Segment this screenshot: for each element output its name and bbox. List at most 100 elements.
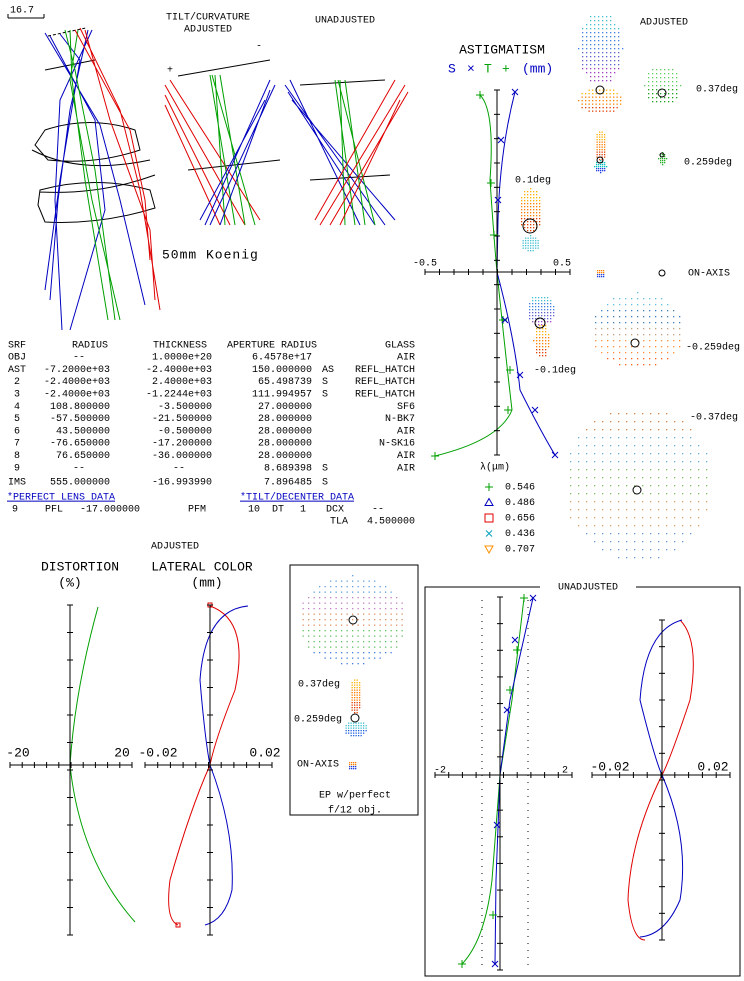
- spot: [614, 40, 616, 42]
- spot: [690, 469, 692, 471]
- spot: [538, 306, 540, 308]
- spot: [355, 768, 357, 770]
- label: (mm): [191, 575, 222, 590]
- spot: [542, 325, 544, 327]
- spot: [643, 328, 645, 330]
- label: 10: [248, 505, 260, 516]
- spot: [666, 517, 668, 519]
- spot: [610, 80, 612, 82]
- spot: [690, 445, 692, 447]
- label: --: [372, 505, 384, 516]
- chief-ray: [522, 218, 538, 234]
- spot: [601, 270, 603, 272]
- spot: [625, 346, 627, 348]
- spot: [535, 237, 537, 239]
- spot: [536, 206, 538, 208]
- spot: [355, 735, 357, 737]
- spot: [606, 56, 608, 58]
- spot: [547, 312, 549, 314]
- spot: [606, 80, 608, 82]
- spot: [674, 541, 676, 543]
- spot: [374, 652, 376, 654]
- table-cell: 8: [14, 451, 20, 462]
- spot: [582, 64, 584, 66]
- spot: [667, 358, 669, 360]
- link[interactable]: *TILT/DECENTER DATA: [240, 492, 354, 504]
- spot: [374, 602, 376, 604]
- spot: [626, 429, 628, 431]
- spot: [658, 429, 660, 431]
- spot: [535, 247, 537, 249]
- marker: [487, 179, 495, 187]
- spot: [601, 156, 603, 158]
- spot: [596, 166, 598, 168]
- spot: [602, 461, 604, 463]
- label: -0.02: [138, 745, 177, 760]
- spot: [521, 197, 523, 199]
- spot: [590, 64, 592, 66]
- label: ADJUSTED: [640, 18, 688, 29]
- link[interactable]: *PERFECT LENS DATA: [7, 492, 115, 504]
- spot: [541, 312, 543, 314]
- spot: [537, 240, 539, 242]
- spot: [649, 328, 651, 330]
- marker: [504, 406, 512, 414]
- spot: [619, 352, 621, 354]
- ray-trace: [7, 14, 161, 331]
- spot: [674, 477, 676, 479]
- spot: [594, 48, 596, 50]
- spot: [682, 509, 684, 511]
- spot: [586, 533, 588, 535]
- spot: [643, 310, 645, 312]
- spot: [682, 493, 684, 495]
- spot: [618, 44, 620, 46]
- spot: [368, 586, 370, 588]
- ray-blue: [284, 79, 396, 226]
- spot: [319, 591, 321, 593]
- spot: [682, 429, 684, 431]
- spot: [586, 28, 588, 30]
- spot: [649, 316, 651, 318]
- spot: [642, 437, 644, 439]
- spot: [313, 591, 315, 593]
- spot: [545, 349, 547, 351]
- spot: [536, 334, 538, 336]
- spot: [385, 624, 387, 626]
- spot: [536, 349, 538, 351]
- spot: [547, 306, 549, 308]
- spot: [357, 591, 359, 593]
- spot: [368, 602, 370, 604]
- spot: [607, 316, 609, 318]
- spot: [341, 646, 343, 648]
- spot: [599, 134, 601, 136]
- spot: [532, 240, 534, 242]
- spot: [602, 437, 604, 439]
- spot: [601, 151, 603, 153]
- spot: [525, 245, 527, 247]
- spot: [662, 162, 664, 164]
- spot: [619, 334, 621, 336]
- spot: [642, 461, 644, 463]
- spot: [643, 364, 645, 366]
- spot: [390, 624, 392, 626]
- spot: [634, 525, 636, 527]
- spot: [604, 154, 606, 156]
- marker: [458, 960, 466, 968]
- spot: [350, 725, 352, 727]
- spot: [330, 652, 332, 654]
- spot: [625, 310, 627, 312]
- spot: [667, 328, 669, 330]
- spot: [606, 52, 608, 54]
- spot: [341, 591, 343, 593]
- spot: [613, 107, 615, 109]
- spot: [535, 297, 537, 299]
- chief-ray: [595, 85, 605, 95]
- spot: [313, 597, 315, 599]
- object-plane: [47, 27, 87, 37]
- spot: [610, 493, 612, 495]
- spot: [335, 602, 337, 604]
- spot: [601, 310, 603, 312]
- spot: [666, 477, 668, 479]
- spot: [674, 445, 676, 447]
- spot: [610, 24, 612, 26]
